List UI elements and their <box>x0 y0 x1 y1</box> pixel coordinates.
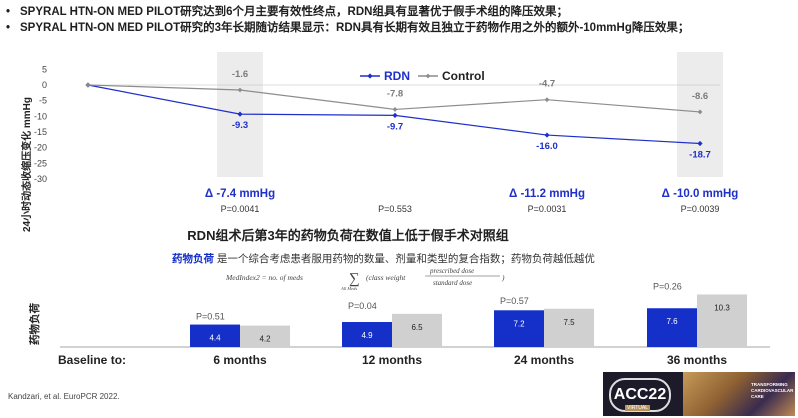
formula-sum: ∑ <box>349 271 360 287</box>
x-tick-label: 24 months <box>514 353 574 367</box>
p-value-label: P=0.04 <box>348 301 377 311</box>
bar-value-label: 10.3 <box>714 303 730 312</box>
formula-end: ) <box>501 273 505 282</box>
formula-sub: All Meds <box>340 286 357 291</box>
bar-value-label: 7.5 <box>563 318 575 327</box>
data-label: -9.7 <box>387 121 403 132</box>
formula-lhs: MedIndex2 = no. of meds <box>225 273 303 282</box>
y-tick-label: -25 <box>34 158 47 168</box>
control-point <box>393 107 398 112</box>
y-tick-label: -15 <box>34 127 47 137</box>
p-value-label: P=0.553 <box>378 204 412 214</box>
data-label: -18.7 <box>689 150 711 161</box>
logo-tagline: TRANSFORMING CARDIOVASCULAR CARE <box>751 382 791 400</box>
data-label: -9.3 <box>232 120 248 131</box>
acc22-logo: ACC22 VIRTUAL TRANSFORMING CARDIOVASCULA… <box>603 372 795 416</box>
bar-value-label: 7.2 <box>513 319 525 328</box>
bar-value-label: 6.5 <box>411 323 423 332</box>
citation: Kandzari, et al. EuroPCR 2022. <box>8 392 120 401</box>
y-axis-label: 药物负荷 <box>28 303 41 345</box>
data-label: -7.8 <box>387 88 403 99</box>
p-value-label: P=0.0039 <box>681 204 720 214</box>
y-tick-label: 0 <box>42 80 47 90</box>
baseline-label: Baseline to: <box>58 353 126 367</box>
x-tick-label: 6 months <box>213 353 267 367</box>
y-tick-label: 5 <box>42 64 47 74</box>
definition-text: 是一个综合考虑患者服用药物的数量、剂量和类型的复合指数；药物负荷越低越优 <box>217 252 595 265</box>
bar-value-label: 4.9 <box>361 331 373 340</box>
data-label: -16.0 <box>536 141 558 152</box>
legend-label-control: Control <box>442 69 485 83</box>
data-label: -8.6 <box>692 91 708 102</box>
svg-text:药物负荷 是一个综合考虑患者服用药物的数量、剂量: 药物负荷 是一个综合考虑患者服用药物的数量、剂量和类型的复合指数；药物负荷越低越… <box>172 252 595 265</box>
definition-term: 药物负荷 <box>172 252 214 265</box>
bar-value-label: 7.6 <box>666 317 678 326</box>
y-tick-label: -5 <box>39 96 47 106</box>
bar-value-label: 4.4 <box>209 334 221 343</box>
p-value-label: P=0.51 <box>196 312 225 322</box>
med-burden-bar-chart: 药物负荷 4.4 4.2 P=0.51 6 months 4.9 6.5 P=0.04 12 m… <box>28 281 770 367</box>
control-point <box>545 97 550 102</box>
bar-chart-title: RDN组术后第3年的药物负荷在数值上低于假手术对照组 <box>187 228 508 243</box>
legend-label-rdn: RDN <box>384 69 410 83</box>
legend-marker-rdn <box>367 73 372 78</box>
medindex-formula: MedIndex2 = no. of meds ∑ All Meds (clas… <box>225 267 505 291</box>
delta-label: Δ -11.2 mmHg <box>509 188 585 200</box>
legend-marker-control <box>426 74 431 79</box>
logo-virtual-badge: VIRTUAL <box>625 405 650 411</box>
delta-label: Δ -7.4 mmHg <box>205 188 275 200</box>
p-value-label: P=0.57 <box>500 296 529 306</box>
y-axis-label: 24小时动态收缩压变化 mmHg <box>20 97 33 232</box>
bar-value-label: 4.2 <box>259 335 271 344</box>
x-tick-label: 36 months <box>667 353 727 367</box>
data-label: -1.6 <box>232 69 248 80</box>
p-value-label: P=0.0031 <box>528 204 567 214</box>
y-tick-label: -10 <box>34 111 47 121</box>
delta-label: Δ -10.0 mmHg <box>662 188 739 200</box>
bar-rdn <box>494 310 544 347</box>
data-label: -4.7 <box>539 79 555 90</box>
bar-rdn <box>647 308 697 347</box>
p-value-label: P=0.26 <box>653 281 682 291</box>
formula-den: standard dose <box>433 279 472 287</box>
bar-control <box>544 309 594 347</box>
rdn-point <box>544 132 549 137</box>
y-tick-label: -30 <box>34 174 47 184</box>
p-value-label: P=0.0041 <box>221 204 260 214</box>
rdn-point <box>392 113 397 118</box>
y-tick-label: -20 <box>34 143 47 153</box>
control-point <box>86 83 91 88</box>
definition-line: 药物负荷 是一个综合考虑患者服用药物的数量、剂量和类型的复合指数；药物负荷越低越… <box>172 252 595 265</box>
x-tick-label: 12 months <box>362 353 422 367</box>
bar-control <box>697 294 747 347</box>
formula-num: prescribed dose <box>429 267 474 275</box>
formula-mid: (class weight <box>366 273 406 282</box>
